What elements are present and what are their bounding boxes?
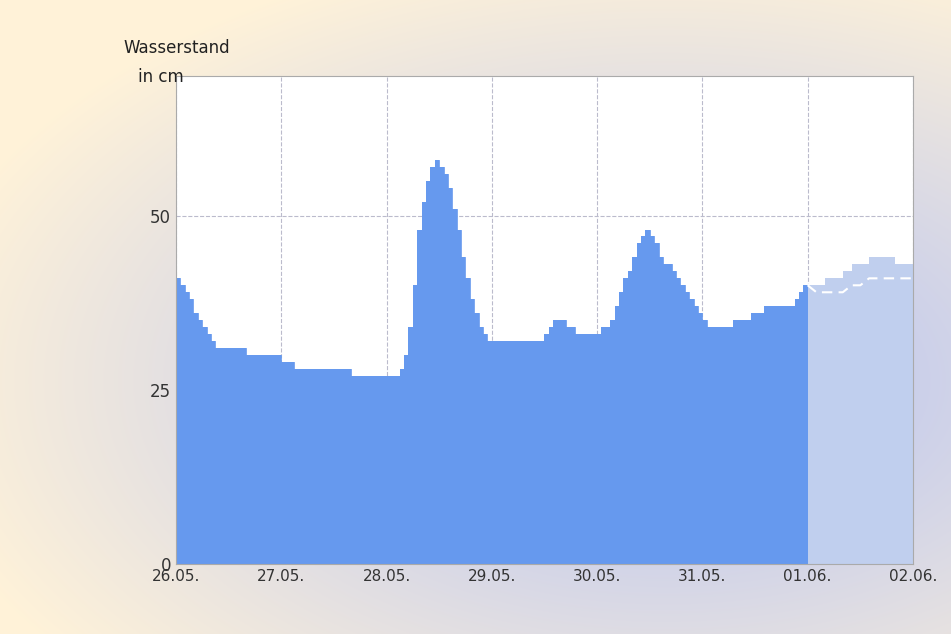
Text: Wasserstand: Wasserstand: [124, 39, 230, 57]
Text: in cm: in cm: [138, 68, 184, 86]
